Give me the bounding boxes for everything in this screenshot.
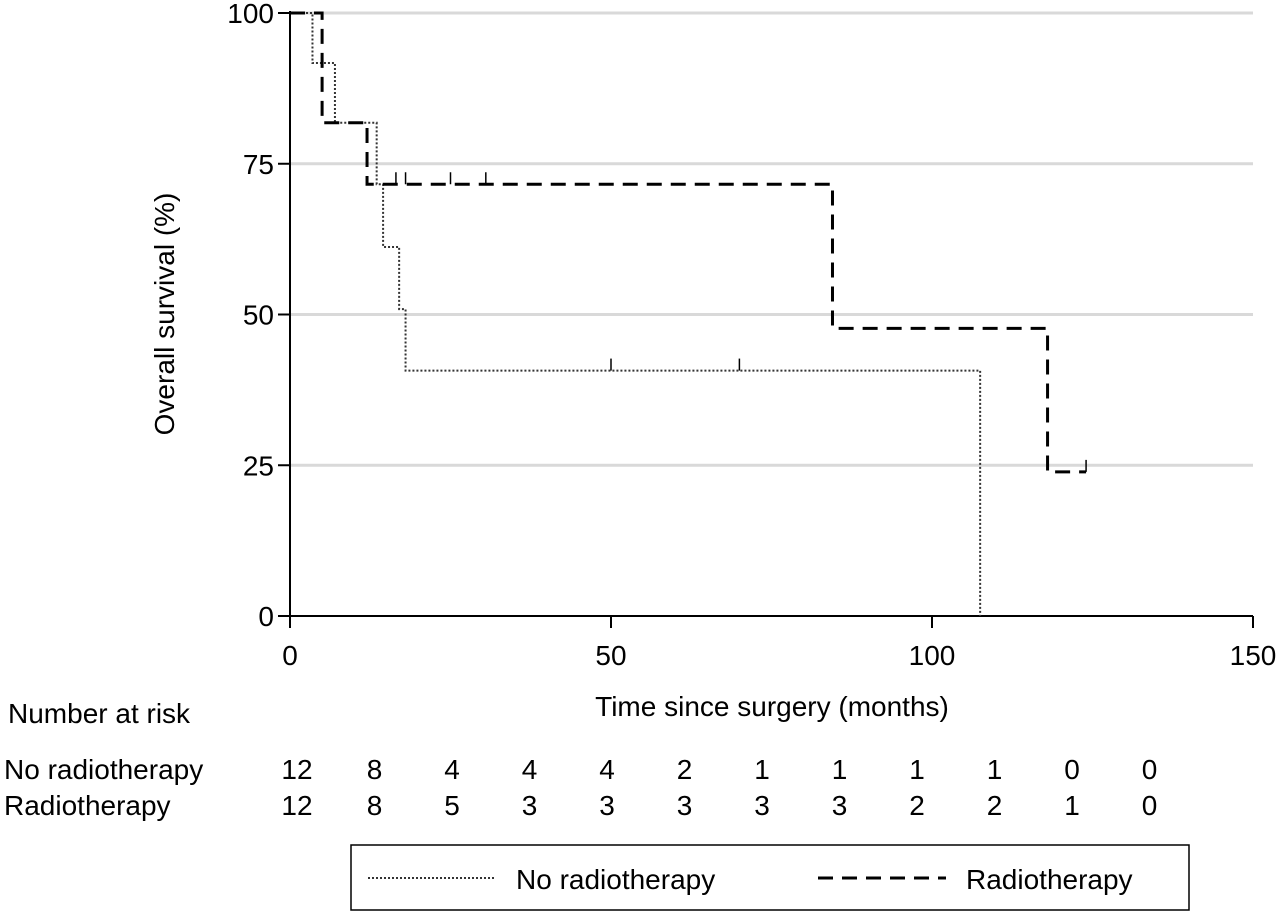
risk-value-0-11: 0 — [1142, 754, 1158, 785]
risk-value-0-5: 2 — [677, 754, 693, 785]
y-axis-label: Overall survival (%) — [149, 193, 180, 436]
risk-value-1-9: 2 — [987, 790, 1003, 821]
risk-value-1-3: 3 — [522, 790, 538, 821]
risk-table-title: Number at risk — [8, 698, 191, 729]
risk-row-label-1: Radiotherapy — [4, 790, 171, 821]
series-group — [290, 11, 1087, 616]
x-tick-label-0: 0 — [282, 640, 298, 671]
risk-value-0-7: 1 — [832, 754, 848, 785]
y-tick-label-0: 0 — [258, 601, 274, 632]
risk-value-1-2: 5 — [444, 790, 460, 821]
x-tick-label-50: 50 — [595, 640, 626, 671]
risk-value-0-9: 1 — [987, 754, 1003, 785]
risk-value-0-6: 1 — [754, 754, 770, 785]
risk-value-1-4: 3 — [599, 790, 615, 821]
y-tick-label-100: 100 — [227, 0, 274, 29]
risk-value-1-10: 1 — [1064, 790, 1080, 821]
legend-label-no-radiotherapy: No radiotherapy — [516, 864, 715, 895]
risk-table: No radiotherapy 12 8 4 4 4 2 1 1 1 1 0 0Radiotherapy… — [4, 754, 1157, 821]
series-line-1 — [290, 11, 1087, 474]
risk-value-0-8: 1 — [909, 754, 925, 785]
risk-value-0-3: 4 — [522, 754, 538, 785]
y-tick-label-25: 25 — [243, 450, 274, 481]
grid-lines — [290, 11, 1253, 467]
y-tick-label-75: 75 — [243, 149, 274, 180]
legend-box — [350, 844, 1190, 911]
risk-value-0-10: 0 — [1064, 754, 1080, 785]
risk-value-0-0: 12 — [281, 754, 312, 785]
y-ticks: 0 25 50 75 100 — [227, 0, 290, 632]
risk-row-label-0: No radiotherapy — [4, 754, 203, 785]
x-tick-label-150: 150 — [1230, 640, 1277, 671]
risk-value-1-6: 3 — [754, 790, 770, 821]
risk-value-1-1: 8 — [367, 790, 383, 821]
legend: No radiotherapy Radiotherapy — [350, 844, 1190, 911]
risk-value-0-4: 4 — [599, 754, 615, 785]
risk-value-1-0: 12 — [281, 790, 312, 821]
risk-value-0-2: 4 — [444, 754, 460, 785]
risk-value-1-11: 0 — [1142, 790, 1158, 821]
risk-value-1-5: 3 — [677, 790, 693, 821]
x-ticks: 0 50 100 150 — [282, 616, 1276, 671]
risk-value-0-1: 8 — [367, 754, 383, 785]
risk-value-1-7: 3 — [832, 790, 848, 821]
risk-value-1-8: 2 — [909, 790, 925, 821]
y-tick-label-50: 50 — [243, 300, 274, 331]
x-axis-label: Time since surgery (months) — [595, 691, 949, 722]
x-tick-label-100: 100 — [909, 640, 956, 671]
legend-label-radiotherapy: Radiotherapy — [966, 864, 1133, 895]
